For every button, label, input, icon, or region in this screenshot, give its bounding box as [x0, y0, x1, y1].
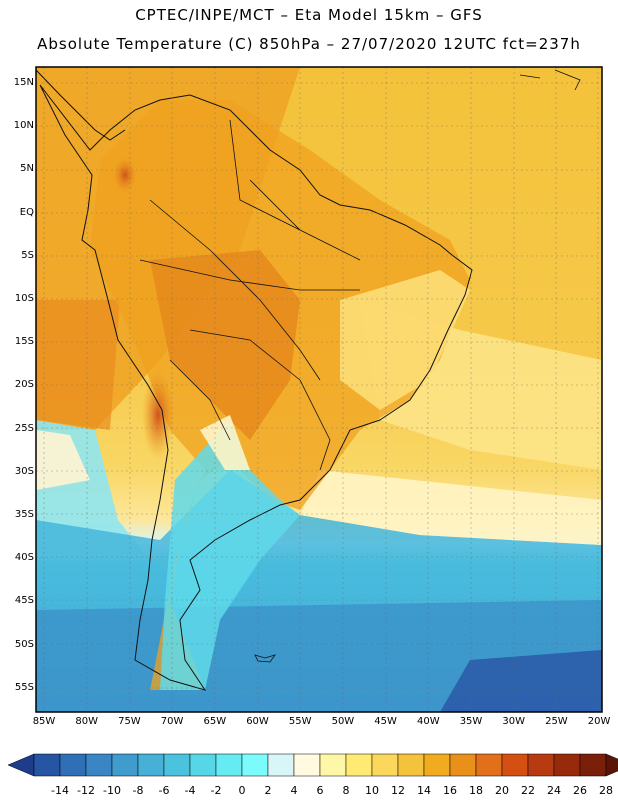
- colorbar-tick-label: 8: [342, 784, 350, 797]
- country-borders: [139, 119, 361, 471]
- lat-label: 40S: [14, 552, 34, 564]
- andes-pale-tongue: [200, 415, 250, 470]
- lat-label: 55S: [14, 681, 34, 693]
- colorbar-swatch: [371, 753, 399, 777]
- colorbar-tick-label: -4: [184, 784, 196, 797]
- south-atlantic-coldest: [440, 650, 602, 712]
- colorbar-swatch: [163, 753, 191, 777]
- colorbar-tick-label: 2: [264, 784, 272, 797]
- lon-label: 50W: [331, 716, 355, 727]
- colorbar-tick-label: 12: [391, 784, 405, 797]
- lat-label: 20S: [14, 379, 34, 391]
- pacific-cream-band: [36, 430, 90, 490]
- colorbar-max-arrow: [605, 753, 618, 777]
- map-frame: [35, 66, 603, 713]
- lat-label: 15N: [13, 77, 34, 88]
- colorbar-tick-label: 14: [417, 784, 431, 797]
- colorbar-swatch: [111, 753, 139, 777]
- colorbar-tick-label: -12: [77, 784, 95, 797]
- continental-hot-core: [150, 250, 300, 440]
- lat-label: 10N: [13, 120, 34, 132]
- lat-label: 5S: [21, 249, 34, 261]
- colorbar-tick-label: -10: [103, 784, 121, 797]
- colorbar-swatch: [501, 753, 529, 777]
- lat-label: 45S: [14, 595, 34, 607]
- colorbar-tick-label: 22: [521, 784, 535, 797]
- colorbar-swatch: [33, 753, 61, 777]
- colorbar-swatch: [293, 753, 321, 777]
- lon-label: 85W: [32, 716, 56, 727]
- colorbar-tick-label: 26: [573, 784, 587, 797]
- lat-label: 35S: [14, 509, 34, 520]
- colorbar-tick-label: -8: [132, 784, 144, 797]
- patagonia-cold-region: [160, 420, 300, 690]
- lon-label: 55W: [288, 716, 312, 727]
- lat-label: 30S: [14, 465, 34, 477]
- colorbar-swatch: [85, 753, 113, 777]
- colorbar-swatch: [319, 753, 347, 777]
- colorbar-swatch: [475, 753, 503, 777]
- lat-label: EQ: [19, 206, 34, 218]
- lon-label: 35W: [459, 716, 483, 727]
- lat-label: 25S: [14, 422, 34, 434]
- colorbar-tick-label: 16: [443, 784, 457, 797]
- lon-label: 60W: [246, 716, 269, 727]
- lat-label: 50S: [14, 638, 34, 650]
- lon-label: 25W: [545, 716, 568, 727]
- colorbar-tick-label: -6: [158, 784, 170, 797]
- atlantic-pale-band: [300, 470, 602, 545]
- lon-label: 80W: [75, 716, 98, 727]
- colorbar-swatch: [215, 753, 243, 777]
- coastline-central-america: [36, 69, 126, 141]
- lon-label: 20W: [587, 716, 611, 727]
- lon-label: 45W: [374, 716, 397, 727]
- colorbar-min-arrow: [7, 753, 35, 777]
- colorbar-swatch: [345, 753, 373, 777]
- falkland-islands: [254, 654, 277, 663]
- title-line-1: CPTEC/INPE/MCT – Eta Model 15km – GFS: [135, 6, 483, 24]
- colorbar-tick-label: 0: [238, 784, 246, 797]
- map-grid: [36, 67, 602, 712]
- colorbar-swatch: [449, 753, 477, 777]
- lon-label: 70W: [160, 716, 184, 727]
- pacific-warm-region: [36, 300, 120, 430]
- colorbar-tick-label: -2: [210, 784, 222, 797]
- colorbar-swatch: [527, 753, 555, 777]
- lon-label: 40W: [416, 716, 440, 727]
- lon-label: 65W: [203, 716, 227, 727]
- colombia-hot-spot: [113, 157, 137, 193]
- colorbar: [7, 753, 618, 777]
- lon-label: 75W: [118, 716, 141, 727]
- colorbar-swatch: [397, 753, 425, 777]
- colorbar-swatch: [579, 753, 607, 777]
- colorbar-swatch: [423, 753, 451, 777]
- lat-label: 10S: [14, 293, 34, 304]
- colorbar-tick-label: 18: [469, 784, 483, 797]
- colorbar-tick-label: 4: [290, 784, 298, 797]
- eastern-brazil-cool: [340, 270, 470, 410]
- colorbar-tick-label: 6: [316, 784, 324, 797]
- map-field: [36, 67, 602, 712]
- colorbar-tick-label: 20: [495, 784, 509, 797]
- colorbar-swatch: [267, 753, 295, 777]
- colorbar-swatch: [137, 753, 165, 777]
- colorbar-tick-label: 24: [547, 784, 561, 797]
- lon-label: 30W: [502, 716, 525, 727]
- colorbar-tick-label: -14: [51, 784, 69, 797]
- colorbar-tick-label: 10: [365, 784, 379, 797]
- lat-label: 5N: [20, 163, 34, 175]
- colorbar-swatch: [59, 753, 87, 777]
- colorbar-tick-label: 28: [599, 784, 613, 797]
- caribbean-islands: [519, 69, 581, 91]
- colorbar-swatch: [553, 753, 581, 777]
- colorbar-swatch: [189, 753, 217, 777]
- colorbar-swatch: [241, 753, 269, 777]
- title-line-2: Absolute Temperature (C) 850hPa – 27/07/…: [37, 35, 581, 53]
- lat-label: 15S: [14, 336, 34, 348]
